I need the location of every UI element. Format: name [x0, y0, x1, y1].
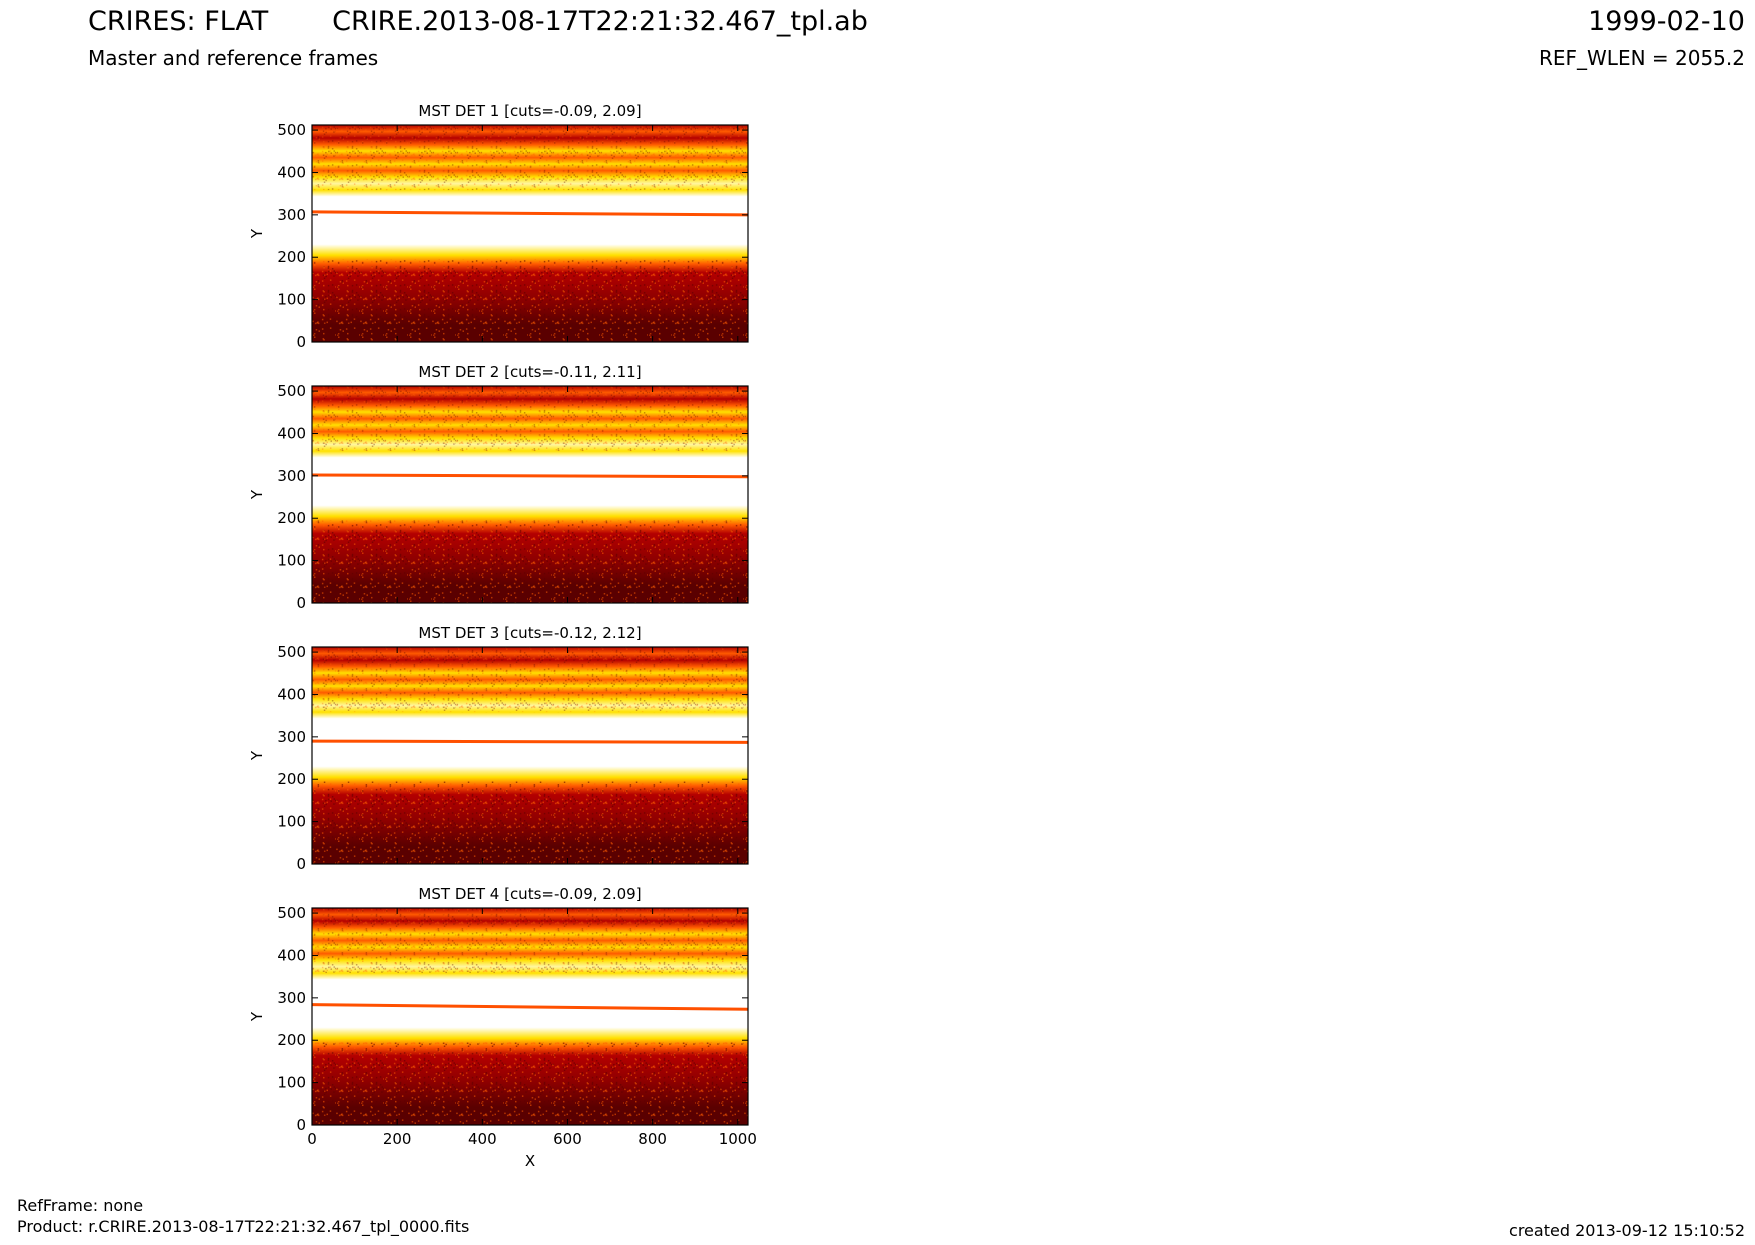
x-tick-label: 1000 — [719, 1130, 757, 1148]
x-tick-label: 800 — [638, 1130, 667, 1148]
figure-title: CRIRES: FLAT — [88, 6, 269, 37]
y-tick-label: 500 — [277, 121, 306, 139]
detector-noise — [312, 259, 748, 342]
detector-panel: MST DET 3 [cuts=-0.12, 2.12] 0 100 200 300 40… — [248, 624, 749, 873]
detector-noise — [312, 781, 748, 864]
order-trace-line — [311, 210, 749, 217]
detector-fringes — [312, 647, 748, 713]
panel-title: MST DET 1 [cuts=-0.09, 2.09] — [418, 102, 641, 120]
created-label: created 2013-09-12 15:10:52 — [1509, 1221, 1745, 1240]
order-trace-line — [311, 1003, 749, 1011]
x-tick-label: 0 — [307, 1130, 317, 1148]
y-tick-label: 500 — [277, 904, 306, 922]
panel-title: MST DET 4 [cuts=-0.09, 2.09] — [418, 885, 641, 903]
x-tick-label: 200 — [383, 1130, 412, 1148]
figure-subtitle: Master and reference frames — [88, 46, 379, 70]
y-axis-label: Y — [248, 750, 266, 761]
ref-wlen-label: REF_WLEN = 2055.2 — [1538, 46, 1745, 70]
y-tick-label: 0 — [296, 1116, 306, 1134]
y-axis-label: Y — [248, 228, 266, 239]
panel-title: MST DET 2 [cuts=-0.11, 2.11] — [418, 363, 641, 381]
y-tick-label: 0 — [296, 594, 306, 612]
y-tick-label: 300 — [277, 989, 306, 1007]
detector-noise — [312, 1042, 748, 1125]
detector-fringes — [312, 125, 748, 191]
file-name-title: CRIRE.2013-08-17T22:21:32.467_tpl.ab — [332, 6, 868, 37]
panel-frame — [311, 385, 749, 604]
y-tick-label: 0 — [296, 333, 306, 351]
y-tick-label: 500 — [277, 382, 306, 400]
detector-panel: MST DET 1 [cuts=-0.09, 2.09] 0 100 200 300 40… — [248, 102, 749, 351]
x-axis-label: X — [525, 1152, 535, 1170]
panel-frame — [311, 646, 749, 865]
y-axis-label: Y — [248, 1011, 266, 1022]
y-tick-label: 400 — [277, 685, 306, 703]
panel-title: MST DET 3 [cuts=-0.12, 2.12] — [418, 624, 641, 642]
panel-frame — [311, 907, 749, 1126]
detector-noise — [312, 520, 748, 603]
y-tick-label: 500 — [277, 643, 306, 661]
y-tick-label: 300 — [277, 728, 306, 746]
y-tick-label: 200 — [277, 1031, 306, 1049]
y-tick-label: 300 — [277, 206, 306, 224]
detector-fringes — [312, 386, 748, 452]
x-tick-label: 400 — [468, 1130, 497, 1148]
y-tick-label: 200 — [277, 770, 306, 788]
y-tick-label: 400 — [277, 163, 306, 181]
y-axis-label: Y — [248, 489, 266, 500]
panel-frame — [311, 124, 749, 343]
detector-panel: MST DET 2 [cuts=-0.11, 2.11] 0 100 200 300 40… — [248, 363, 749, 612]
y-tick-label: 0 — [296, 855, 306, 873]
y-tick-label: 300 — [277, 467, 306, 485]
detector-fringes — [312, 908, 748, 974]
detector-panel: MST DET 4 [cuts=-0.09, 2.09] 0 100 200 300 40… — [248, 885, 757, 1170]
y-tick-label: 100 — [277, 552, 306, 570]
order-trace-line — [311, 473, 749, 479]
y-tick-label: 200 — [277, 509, 306, 527]
y-tick-label: 400 — [277, 946, 306, 964]
date-title: 1999-02-10 — [1588, 6, 1745, 37]
product-label: Product: r.CRIRE.2013-08-17T22:21:32.467… — [17, 1217, 470, 1236]
order-trace-line — [311, 739, 749, 744]
x-tick-label: 600 — [553, 1130, 582, 1148]
refframe-label: RefFrame: none — [17, 1196, 144, 1215]
y-tick-label: 400 — [277, 424, 306, 442]
y-tick-label: 100 — [277, 291, 306, 309]
y-tick-label: 200 — [277, 248, 306, 266]
y-tick-label: 100 — [277, 1074, 306, 1092]
y-tick-label: 100 — [277, 813, 306, 831]
